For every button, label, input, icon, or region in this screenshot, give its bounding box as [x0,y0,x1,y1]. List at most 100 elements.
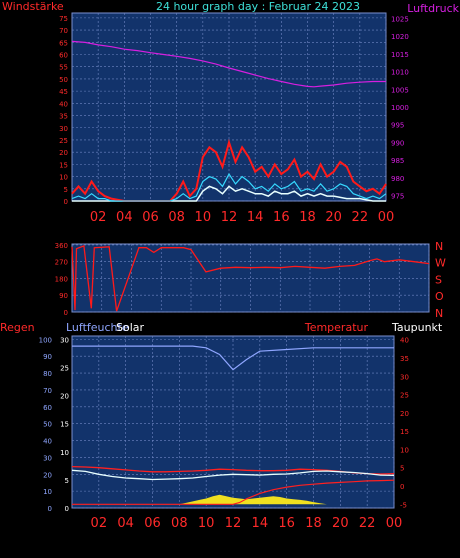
y2-tick-label: 1015 [391,51,409,59]
y2-tick-label: 0 [65,505,69,513]
x-tick-label: 20 [332,516,349,531]
x-tick-label: 00 [386,516,403,531]
luftfeuchte-ticks: 0 5 10 15 20 25 30 [60,336,69,513]
series [71,40,387,202]
y3-tick-label: -5 [400,501,407,509]
luftdruck-ticks: 975 980 985 990 995 1000 1005 1010 1015 1020 1025 [391,15,409,200]
solar-axis-title: Solar [116,321,145,334]
y3-tick-label: 0 [400,483,404,491]
y-tick-label: 90 [43,353,52,361]
y2-tick-label: 20 [60,393,69,401]
y-tick-label: 30 [43,454,52,462]
taupunkt-line [71,469,395,481]
regen-ticks: 0 10 20 30 40 50 60 70 80 90 100 [39,336,52,513]
windstaerke-ticks: 0 5 10 15 20 25 30 35 40 45 50 55 60 65 70 75 [59,15,68,206]
y-tick-label: 0 [64,309,68,317]
y-tick-label: 10 [43,488,52,496]
x-tick-label: 02 [90,210,107,225]
grid [72,336,395,509]
x-tick-label: 20 [325,210,342,225]
luftfeuchte-line [72,345,394,371]
x-tick-label: 22 [359,516,376,531]
y-tick-label: 40 [43,438,52,446]
wind-speed-line [71,172,387,202]
y2-tick-label: O [435,290,444,303]
x-tick-label: 06 [142,210,159,225]
time-ticks: 02 04 06 08 10 12 14 16 18 20 22 00 [91,516,403,531]
y2-tick-label: 1010 [391,69,409,77]
y-tick-label: 40 [59,100,68,108]
y2-tick-label: 10 [60,449,69,457]
x-tick-label: 16 [278,516,295,531]
y-tick-label: 45 [59,88,68,96]
luftdruck-axis-title: Luftdruck [407,2,459,15]
y-tick-label: 55 [59,64,68,72]
taupunkt-axis-title: Taupunkt [391,321,443,334]
y-tick-label: 20 [59,149,68,157]
series [71,345,395,505]
y2-tick-label: 1025 [391,15,409,23]
y-tick-label: 80 [43,370,52,378]
y3-tick-label: 25 [400,392,409,400]
x-tick-label: 14 [247,210,264,225]
regen-line [72,479,395,505]
x-tick-label: 06 [144,516,161,531]
x-tick-label: 16 [273,210,290,225]
x-tick-label: 18 [299,210,316,225]
y-tick-label: 60 [59,52,68,60]
y-tick-label: 50 [43,421,52,429]
y2-tick-label: 1020 [391,33,409,41]
y-tick-label: 5 [64,186,68,194]
grid [72,244,430,313]
y-tick-label: 70 [43,387,52,395]
y-tick-label: 90 [59,292,68,300]
y2-tick-label: W [435,257,446,270]
luftdruck-line [71,40,386,88]
x-tick-label: 22 [352,210,369,225]
y-tick-label: 30 [59,125,68,133]
solar-area [72,494,394,505]
y2-tick-label: S [435,273,442,286]
y2-tick-label: 5 [65,477,69,485]
regen-axis-title: Regen [0,321,35,334]
y-tick-label: 0 [64,198,68,206]
x-tick-label: 12 [225,516,242,531]
y3-tick-label: 5 [400,465,404,473]
y2-tick-label: N [435,240,443,253]
y-tick-label: 25 [59,137,68,145]
x-tick-label: 04 [116,210,133,225]
x-tick-label: 02 [91,516,108,531]
y3-tick-label: 30 [400,373,409,381]
y2-tick-label: 990 [391,139,404,147]
y-tick-label: 65 [59,39,68,47]
y2-tick-label: 995 [391,122,404,130]
x-tick-label: 10 [198,516,215,531]
y-tick-label: 100 [39,336,52,344]
windstaerke-axis-title: Windstärke [2,0,64,13]
y2-tick-label: 1005 [391,86,409,94]
x-tick-label: 00 [378,210,395,225]
luftfeuchte-axis-title: Luftfeuchte [66,321,129,334]
y-tick-label: 70 [59,27,68,35]
chart-title: 24 hour graph day : Februar 24 2023 [156,0,360,13]
y3-tick-label: 10 [400,446,409,454]
y-tick-label: 0 [48,505,52,513]
y2-tick-label: 975 [391,193,404,201]
y2-tick-label: 985 [391,157,404,165]
x-tick-label: 08 [168,210,185,225]
y3-tick-label: 35 [400,355,409,363]
x-tick-label: 14 [252,516,269,531]
y-tick-label: 35 [59,113,68,121]
direction-degree-ticks: 0 90 180 270 360 [55,242,68,317]
x-tick-label: 10 [195,210,212,225]
y-tick-label: 10 [59,174,68,182]
y-tick-label: 75 [59,15,68,23]
y2-tick-label: 30 [60,336,69,344]
y-tick-label: 360 [55,242,68,250]
y2-tick-label: 15 [60,421,69,429]
temperatur-ticks: 40 35 30 25 20 15 10 5 0 -5 [400,337,409,510]
y2-tick-label: 1000 [391,104,409,112]
y2-tick-label: 25 [60,364,69,372]
